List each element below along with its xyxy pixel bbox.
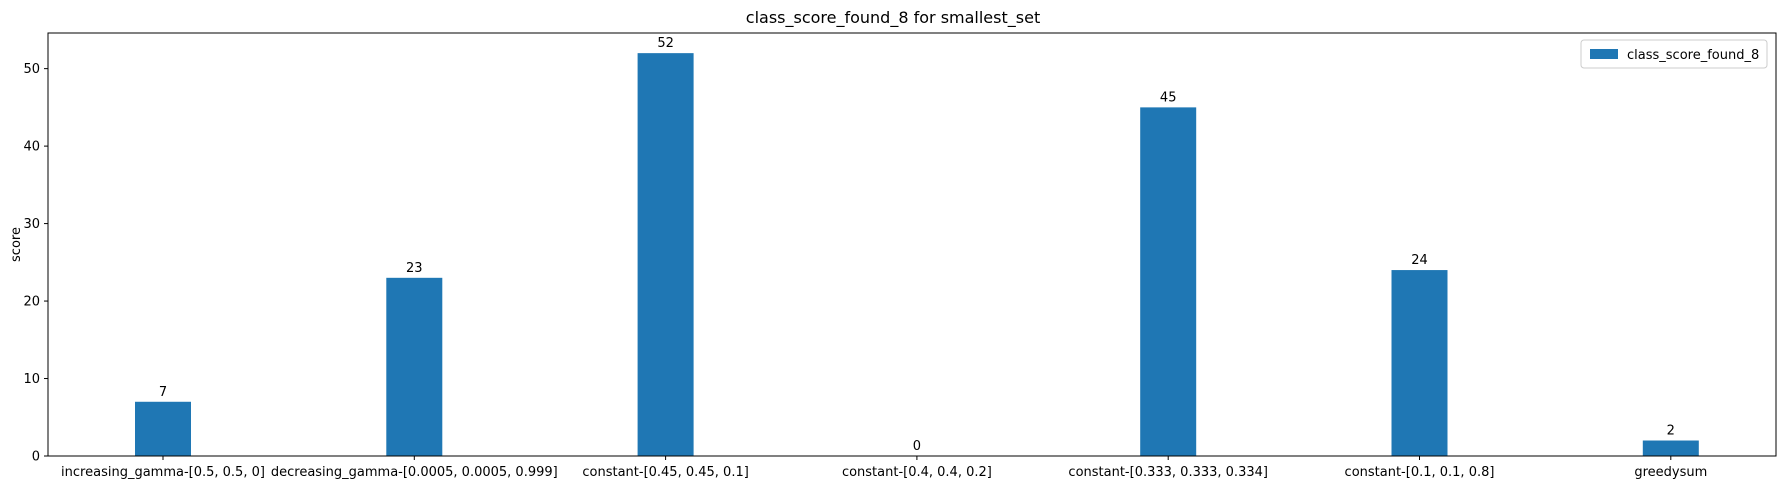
x-tick-label: greedysum (1634, 465, 1707, 480)
y-tick-label: 40 (23, 140, 40, 155)
legend: class_score_found_8 (1580, 39, 1768, 69)
bar-value-label: 7 (159, 385, 167, 400)
bar (1642, 440, 1699, 456)
bar-value-label: 24 (1411, 253, 1428, 268)
x-tick-label: constant-[0.333, 0.333, 0.334] (1068, 465, 1268, 480)
chart-title: class_score_found_8 for smallest_set (746, 8, 1040, 28)
y-axis-ticks: 0 10 20 30 40 50 (23, 62, 48, 465)
bar-value-label: 0 (913, 439, 921, 454)
bar-value-labels: 7 23 52 0 45 24 2 (159, 36, 1675, 454)
y-tick-label: 30 (23, 217, 40, 232)
plot-frame (47, 32, 1777, 457)
y-axis-label: score (9, 227, 24, 262)
bar-value-label: 23 (406, 261, 423, 276)
bar (1391, 270, 1448, 456)
legend-swatch (1590, 49, 1618, 59)
bar (135, 401, 191, 456)
y-tick-label: 50 (23, 62, 40, 77)
bar (1140, 107, 1197, 456)
y-tick-label: 20 (23, 295, 40, 310)
bar (386, 277, 443, 456)
bar-value-label: 2 (1667, 424, 1675, 439)
legend-label: class_score_found_8 (1627, 48, 1759, 63)
x-tick-label: increasing_gamma-[0.5, 0.5, 0] (61, 465, 265, 480)
x-tick-label: constant-[0.4, 0.4, 0.2] (842, 465, 992, 480)
bar-value-label: 52 (657, 36, 674, 51)
y-tick-label: 0 (32, 450, 40, 465)
x-tick-label: constant-[0.1, 0.1, 0.8] (1345, 465, 1495, 480)
x-axis-ticks: increasing_gamma-[0.5, 0.5, 0] decreasing… (61, 456, 1707, 480)
bar-value-label: 45 (1160, 90, 1177, 105)
bar (637, 53, 694, 457)
x-tick-label: constant-[0.45, 0.45, 0.1] (582, 465, 748, 480)
x-tick-label: decreasing_gamma-[0.0005, 0.0005, 0.999] (271, 465, 558, 480)
legend-box (1580, 39, 1768, 69)
y-tick-label: 10 (23, 372, 40, 387)
bars-group (135, 53, 1699, 457)
